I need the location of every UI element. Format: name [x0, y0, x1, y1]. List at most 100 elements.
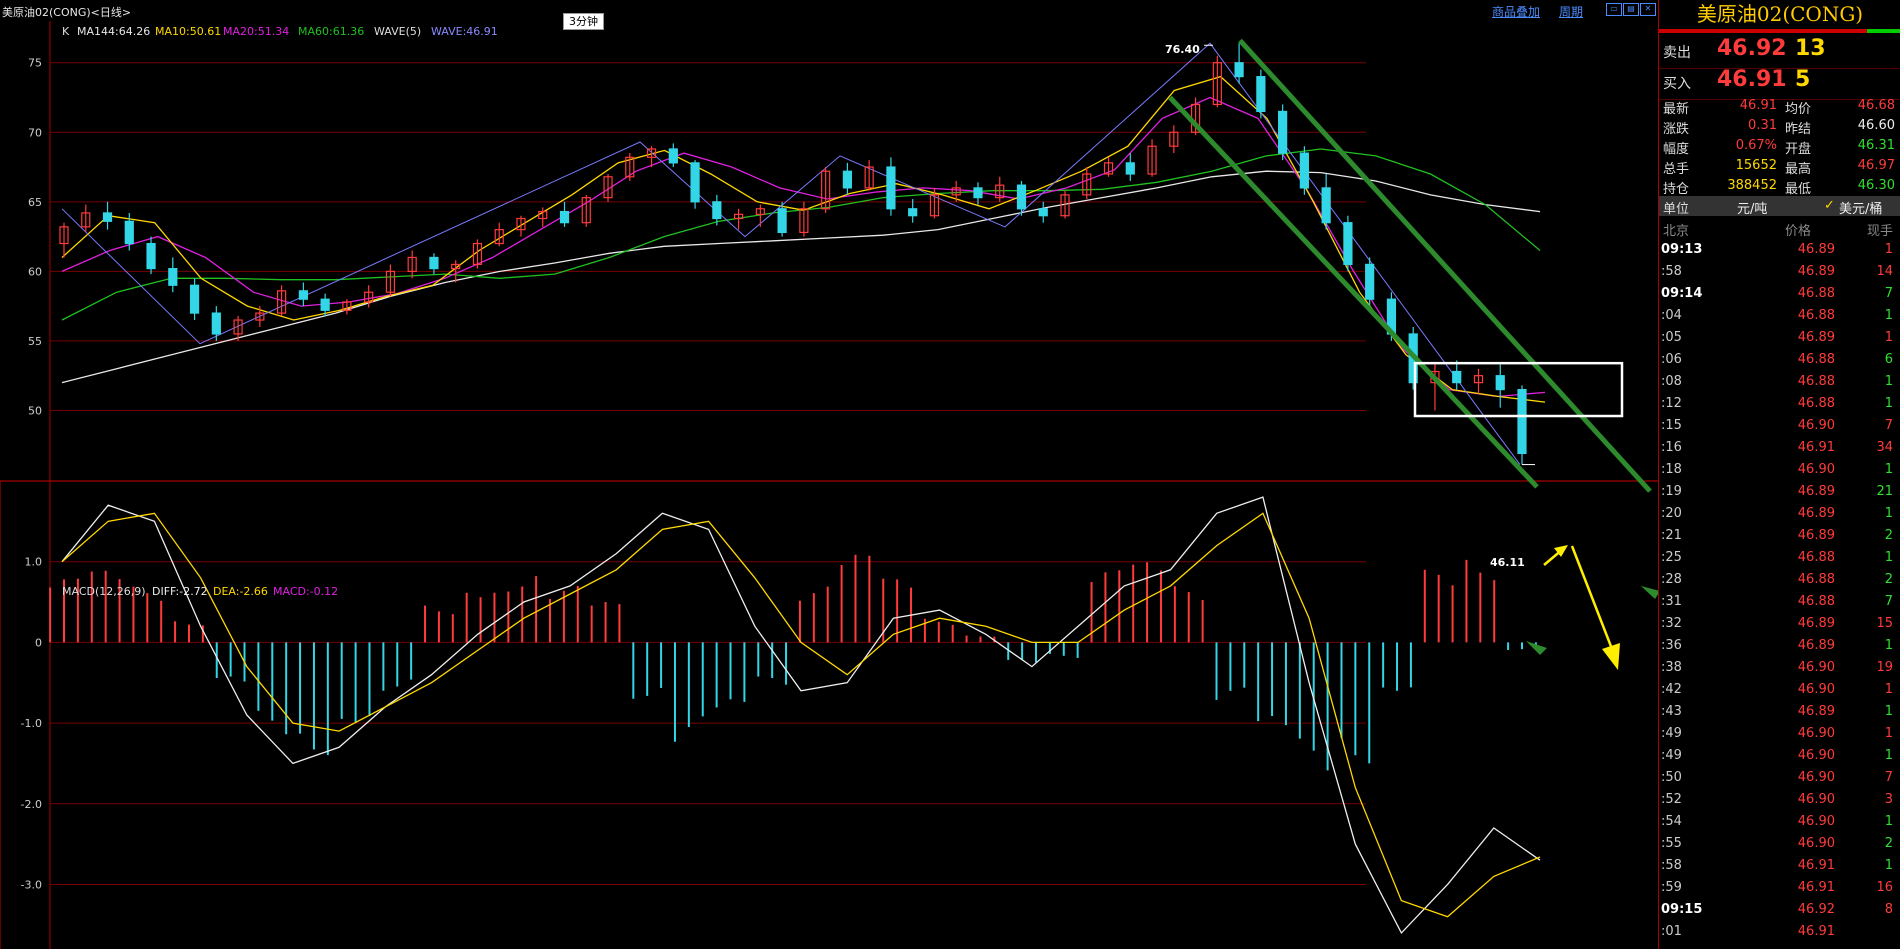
tick-row: :55 46.90 2 — [1659, 833, 1900, 855]
close-icon[interactable]: ✕ — [1640, 3, 1656, 16]
candle — [516, 217, 526, 231]
candle — [1452, 370, 1462, 384]
legend-ma20: MA20:51.34 — [223, 25, 289, 38]
tick-time: :38 — [1661, 660, 1682, 675]
top-bar: 美原油02(CONG)<日线> 商品叠加 周期 ▭ ▤ ✕ — [0, 0, 1658, 21]
tick-volume: 19 — [1876, 660, 1893, 675]
tick-row: :49 46.90 1 — [1659, 723, 1900, 745]
tick-time: :49 — [1661, 726, 1682, 741]
unit-cny[interactable]: 元/吨 — [1737, 202, 1768, 217]
legend-ma10: MA10:50.61 — [155, 25, 221, 38]
candle — [124, 220, 134, 245]
tick-header-vol: 现手 — [1866, 224, 1893, 239]
ask-row: 卖出 46.92 13 — [1659, 33, 1900, 69]
stat-label: 最新 — [1663, 102, 1690, 117]
stat-label: 最低 — [1785, 182, 1812, 197]
candle — [81, 212, 91, 228]
candle — [1343, 222, 1353, 266]
tick-price: 46.90 — [1797, 660, 1835, 675]
tick-label: 0 — [35, 636, 42, 649]
tick-time: :49 — [1661, 748, 1682, 763]
tick-row: :21 46.89 2 — [1659, 525, 1900, 547]
tick-label: 60 — [28, 265, 42, 278]
tick-time: :01 — [1661, 924, 1682, 939]
legend-macd-value: MACD:-0.12 — [273, 585, 338, 598]
overlay-link[interactable]: 商品叠加 — [1492, 5, 1541, 19]
tick-row: :31 46.88 7 — [1659, 591, 1900, 613]
tick-price: 46.91 — [1797, 880, 1835, 895]
candle — [1495, 375, 1505, 391]
tick-time: :25 — [1661, 550, 1682, 565]
legend-ma60: MA60:61.36 — [298, 25, 364, 38]
stat-value: 15652 — [1735, 158, 1777, 173]
tick-row: :18 46.90 1 — [1659, 459, 1900, 481]
legends: K MA144:64.26 MA10:50.61 MA20:51.34 MA60… — [62, 25, 1525, 598]
bid-label: 买入 — [1663, 76, 1691, 92]
tick-volume: 7 — [1884, 594, 1893, 609]
y-axis: 75 70 65 60 55 50 1.0 0 -1.0 -2.0 -3.0 — [21, 57, 42, 892]
tick-time: :19 — [1661, 484, 1682, 499]
layout-icon[interactable]: ▤ — [1623, 3, 1639, 16]
ask-label: 卖出 — [1663, 45, 1691, 61]
channel-lower-line — [1168, 95, 1539, 489]
candle — [538, 210, 548, 220]
candle — [603, 176, 613, 199]
tick-row: :12 46.88 1 — [1659, 393, 1900, 415]
tick-volume: 2 — [1884, 836, 1893, 851]
tick-volume: 7 — [1884, 286, 1893, 301]
candle — [102, 212, 113, 222]
tick-time: :05 — [1661, 330, 1682, 345]
stat-value: 0.31 — [1748, 118, 1777, 133]
candle — [712, 201, 722, 220]
tick-row: 09:14 46.88 7 — [1659, 283, 1900, 305]
tick-time: :15 — [1661, 418, 1682, 433]
tick-row: :15 46.90 7 — [1659, 415, 1900, 437]
tick-time: 09:13 — [1661, 242, 1703, 257]
tick-list[interactable]: 09:13 46.89 1:58 46.89 14 09:14 46.88 7:04 46.88… — [1659, 239, 1900, 943]
candle — [1016, 184, 1027, 210]
candle — [298, 290, 308, 300]
tick-row: :59 46.91 16 — [1659, 877, 1900, 899]
tick-row: :19 46.89 21 — [1659, 481, 1900, 503]
grid — [0, 21, 1658, 949]
tick-time: :52 — [1661, 792, 1682, 807]
tick-volume: 21 — [1876, 484, 1893, 499]
tick-volume: 6 — [1884, 352, 1893, 367]
macd-panel — [49, 496, 1541, 935]
channel-upper-arrowhead — [1641, 586, 1658, 599]
tick-volume: 1 — [1884, 858, 1893, 873]
tick-volume: 1 — [1884, 550, 1893, 565]
candle — [255, 312, 265, 321]
tick-time: :59 — [1661, 880, 1682, 895]
candle — [1169, 131, 1179, 147]
tick-price: 46.88 — [1797, 308, 1835, 323]
period-badge[interactable]: 3分钟 — [563, 13, 604, 30]
candle — [429, 256, 439, 270]
tick-price: 46.88 — [1797, 396, 1835, 411]
tick-header-time: 北京 — [1663, 224, 1690, 239]
tick-price: 46.91 — [1797, 924, 1835, 939]
tick-price: 46.88 — [1797, 594, 1835, 609]
candle — [385, 270, 396, 293]
channel-upper-line — [1238, 38, 1652, 493]
legend-macd-diff: DIFF:-2.72 — [152, 585, 208, 598]
cycle-link[interactable]: 周期 — [1559, 5, 1584, 19]
tick-time: :04 — [1661, 308, 1682, 323]
restore-icon[interactable]: ▭ — [1606, 3, 1622, 16]
ma60-line — [61, 148, 1541, 321]
stat-label: 开盘 — [1785, 142, 1812, 157]
candle — [146, 242, 156, 270]
ma144-line — [61, 170, 1541, 384]
tick-label: 50 — [28, 404, 42, 417]
kline-chart[interactable]: 75 70 65 60 55 50 1.0 0 -1.0 -2.0 -3.0 K MA144:64.… — [0, 21, 1658, 949]
tick-label: -2.0 — [21, 798, 42, 811]
stat-label: 总手 — [1663, 162, 1690, 177]
tick-volume: 1 — [1884, 682, 1893, 697]
diff-line — [61, 496, 1541, 935]
tick-price: 46.90 — [1797, 726, 1835, 741]
tick-price: 46.88 — [1797, 352, 1835, 367]
tick-volume: 16 — [1876, 880, 1893, 895]
unit-usd[interactable]: 美元/桶 — [1839, 202, 1883, 217]
stat-label: 涨跌 — [1663, 122, 1690, 137]
tick-time: :43 — [1661, 704, 1682, 719]
